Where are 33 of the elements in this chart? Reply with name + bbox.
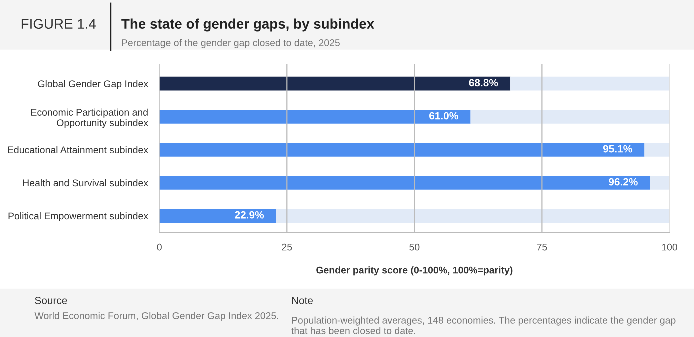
data-label: 96.2%	[609, 178, 638, 186]
bar	[160, 110, 471, 124]
caption: FIGURE 1.4	[22, 19, 96, 30]
y-tick-label: Economic Participation and Opportunity subindex	[32, 108, 148, 128]
bar	[650, 176, 670, 190]
y-tick-label: Health and Survival subindex	[23, 179, 148, 187]
text: Note	[292, 297, 314, 304]
x-tick-label: 100	[662, 244, 678, 251]
bar	[470, 110, 670, 124]
data-label: 22.9%	[235, 211, 264, 219]
chart-subtitle: Percentage of the gender gap closed to date, 2025	[122, 39, 340, 48]
x-tick-label: 75	[537, 244, 548, 251]
x-tick-label: 50	[410, 244, 420, 251]
data-label: 61.0%	[429, 112, 458, 120]
data-label: 95.1%	[603, 145, 632, 153]
bar	[160, 142, 645, 157]
chart-title: The state of gender gaps, by subindex	[122, 18, 374, 32]
y-tick-label: Educational Attainment subindex	[8, 146, 148, 154]
y-tick-label: Global Gender Gap Index	[38, 80, 148, 90]
y-tick-label: Political Empowerment subindex	[8, 212, 148, 222]
bar	[276, 209, 670, 223]
x-tick-label: 0	[157, 244, 162, 251]
x-tick-label: 25	[282, 244, 292, 251]
bar	[644, 142, 670, 157]
bar	[510, 76, 670, 91]
bar	[160, 209, 276, 223]
x-axis-title: Gender parity score (0-100%, 100%=parity)	[316, 266, 513, 276]
data-label: 68.8%	[469, 79, 498, 87]
bar	[160, 76, 511, 91]
bar	[160, 176, 650, 190]
text: World Economic Forum, Global Gender Gap Index 2025.	[34, 312, 278, 322]
text: Source	[35, 297, 68, 304]
text: Population-weighted averages, 148 economies. The percentages indicate the gender gap that has been closed to date.	[292, 316, 676, 334]
